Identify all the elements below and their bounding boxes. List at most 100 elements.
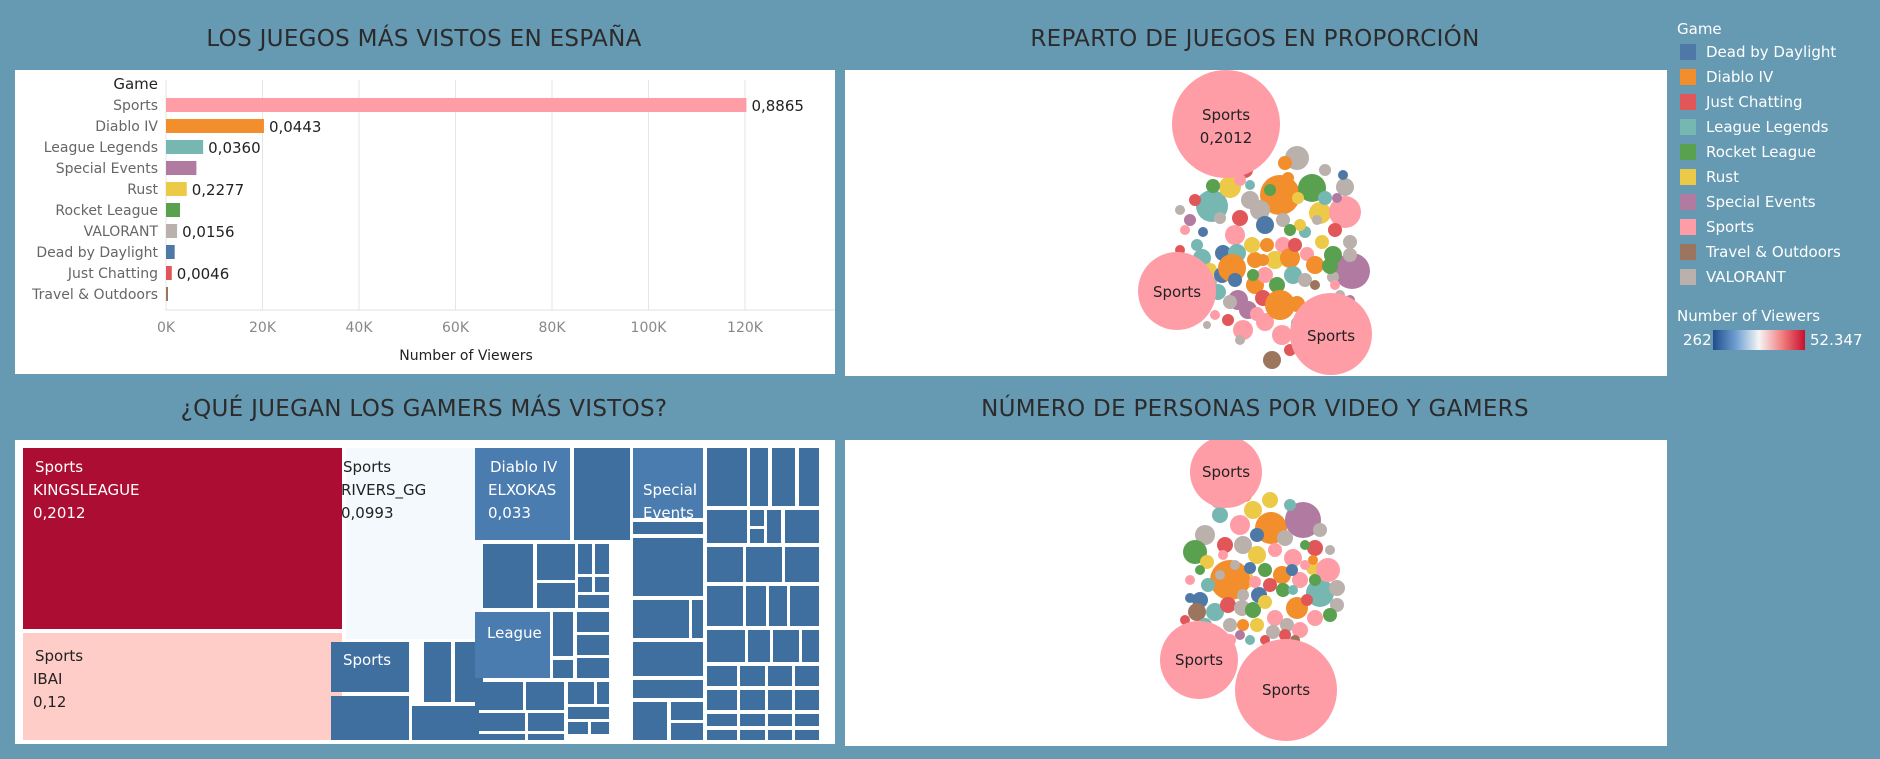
bubble[interactable]: [1284, 266, 1302, 284]
bubble[interactable]: [1307, 610, 1323, 626]
legend-item[interactable]: League Legends: [1680, 117, 1828, 137]
bubble[interactable]: [1228, 273, 1242, 287]
bubble[interactable]: [1343, 248, 1357, 262]
viewers-gradient-bar[interactable]: [1713, 330, 1805, 350]
bubble[interactable]: [1280, 248, 1300, 268]
bubble[interactable]: [1306, 256, 1324, 274]
treemap-tile[interactable]: [613, 485, 629, 519]
treemap-tile[interactable]: [795, 730, 819, 740]
bar[interactable]: [166, 245, 175, 259]
treemap-tile[interactable]: [750, 510, 764, 526]
bubble[interactable]: [1298, 273, 1312, 287]
bubble[interactable]: [1258, 595, 1272, 609]
bubble[interactable]: [1266, 625, 1280, 639]
treemap-tile-league[interactable]: [475, 612, 550, 678]
bubble[interactable]: [1307, 540, 1323, 556]
bubble[interactable]: [1285, 502, 1321, 538]
treemap-tile[interactable]: [633, 680, 703, 698]
bubble[interactable]: [1312, 215, 1322, 225]
treemap-tile[interactable]: [412, 706, 479, 740]
bubble[interactable]: [1232, 210, 1248, 226]
legend-item[interactable]: Dead by Daylight: [1680, 42, 1836, 62]
bubble[interactable]: [1206, 603, 1224, 621]
treemap-tile[interactable]: [633, 702, 667, 740]
legend-item[interactable]: Rust: [1680, 167, 1739, 187]
bubble[interactable]: [1195, 565, 1205, 575]
bubble[interactable]: [1276, 583, 1290, 597]
treemap-tile[interactable]: [750, 448, 768, 506]
treemap-tile[interactable]: [633, 522, 703, 534]
bubble[interactable]: [1284, 549, 1302, 567]
bubble[interactable]: [1180, 615, 1190, 625]
bubble[interactable]: [1262, 492, 1278, 508]
bubble[interactable]: [1250, 307, 1264, 321]
bar[interactable]: [166, 140, 204, 154]
treemap-tile[interactable]: [750, 529, 764, 543]
bubble[interactable]: [1175, 205, 1185, 215]
treemap-tile[interactable]: [707, 714, 737, 726]
treemap-tile[interactable]: [768, 666, 792, 686]
treemap-tile[interactable]: [591, 722, 609, 734]
bubble[interactable]: [1292, 572, 1308, 588]
bubble[interactable]: [1288, 585, 1298, 595]
bubble[interactable]: [1223, 295, 1237, 309]
bubble[interactable]: [1300, 540, 1310, 550]
bubble[interactable]: [1277, 530, 1293, 546]
treemap-tile[interactable]: [707, 547, 743, 582]
bubble[interactable]: [1284, 224, 1296, 236]
bubble[interactable]: [1319, 164, 1331, 176]
bubble[interactable]: [1308, 555, 1318, 565]
bubble[interactable]: [1316, 558, 1340, 582]
bubble[interactable]: [1325, 545, 1335, 555]
treemap-tile[interactable]: [767, 510, 781, 543]
bubble[interactable]: [1338, 170, 1348, 180]
bubble[interactable]: [1248, 546, 1266, 564]
bubble[interactable]: [1234, 174, 1246, 186]
bubble[interactable]: [1310, 280, 1320, 290]
bubble[interactable]: [1244, 562, 1256, 574]
bubble[interactable]: [1309, 574, 1321, 586]
bubble[interactable]: [1245, 602, 1261, 618]
bubble-sports[interactable]: [1138, 252, 1216, 330]
bubble[interactable]: [1284, 499, 1296, 511]
bubble[interactable]: [1343, 235, 1357, 249]
treemap-tile[interactable]: [799, 448, 819, 506]
bubble[interactable]: [1201, 578, 1215, 592]
bar[interactable]: [166, 182, 187, 196]
treemap-tile[interactable]: [707, 730, 737, 740]
bar[interactable]: [166, 287, 168, 301]
bubble[interactable]: [1292, 192, 1304, 204]
treemap-tile[interactable]: [568, 682, 594, 704]
bubble[interactable]: [1222, 314, 1234, 326]
bubble[interactable]: [1292, 622, 1308, 638]
bubble[interactable]: [1268, 543, 1282, 557]
bubble[interactable]: [1185, 593, 1195, 603]
bubble[interactable]: [1294, 219, 1306, 231]
treemap-tile[interactable]: [748, 630, 770, 662]
bubble-sports[interactable]: [1172, 70, 1280, 178]
bubble[interactable]: [1230, 560, 1240, 570]
bubble[interactable]: [1191, 239, 1203, 251]
bubble[interactable]: [1257, 254, 1269, 266]
bubble[interactable]: [1279, 629, 1291, 641]
bubble[interactable]: [1200, 555, 1214, 569]
bar[interactable]: [166, 98, 747, 112]
bubble[interactable]: [1184, 214, 1196, 226]
bubble[interactable]: [1245, 180, 1255, 190]
treemap-tile[interactable]: [577, 635, 609, 655]
bubble[interactable]: [1329, 580, 1345, 596]
treemap-tile[interactable]: [537, 544, 575, 580]
bubble[interactable]: [1323, 608, 1337, 622]
treemap-tile[interactable]: [707, 630, 745, 662]
legend-item[interactable]: Sports: [1680, 217, 1754, 237]
treemap-tile[interactable]: [740, 730, 765, 740]
bubble[interactable]: [1282, 172, 1294, 184]
bubble-sports[interactable]: [1190, 436, 1262, 508]
bubble[interactable]: [1332, 193, 1342, 203]
treemap-tile[interactable]: [577, 658, 609, 678]
bubble[interactable]: [1266, 251, 1284, 269]
bubble[interactable]: [1269, 277, 1285, 293]
bubble[interactable]: [1244, 237, 1260, 253]
bubble[interactable]: [1250, 200, 1270, 220]
bubble[interactable]: [1215, 570, 1225, 580]
